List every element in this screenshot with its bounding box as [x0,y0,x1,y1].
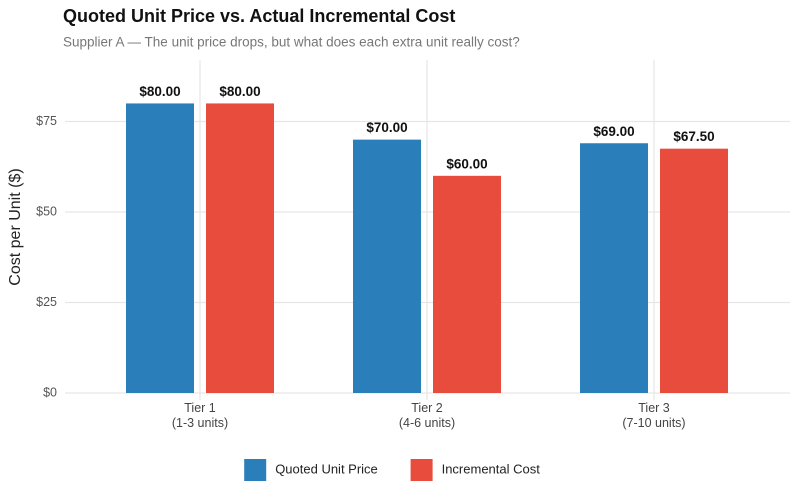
y-tick-label: $50 [36,204,57,218]
legend-swatch [244,459,267,481]
data-label: $69.00 [593,124,634,139]
data-label: $70.00 [366,120,407,135]
chart-title: Quoted Unit Price vs. Actual Incremental… [63,6,455,26]
legend-label: Quoted Unit Price [275,461,378,476]
bar [353,139,421,393]
x-tick-label: Tier 3 (7-10 units) [622,401,686,430]
bar [660,148,728,393]
data-label: $80.00 [139,84,180,99]
x-tick-label: Tier 1 (1-3 units) [171,401,229,430]
y-tick-label: $25 [36,295,57,309]
bar [206,103,274,393]
legend-swatch [410,459,433,481]
y-axis-title: Cost per Unit ($) [7,168,24,285]
y-tick-label: $0 [43,385,57,399]
bar [433,175,501,393]
legend-label: Incremental Cost [442,461,541,476]
bar [126,103,194,393]
data-label: $67.50 [673,129,714,144]
x-tick-label: Tier 2 (4-6 units) [398,401,456,430]
chart-subtitle: Supplier A — The unit price drops, but w… [63,35,520,50]
bar [580,143,648,393]
data-label: $80.00 [219,84,260,99]
data-label: $60.00 [446,156,487,171]
y-tick-label: $75 [36,114,57,128]
